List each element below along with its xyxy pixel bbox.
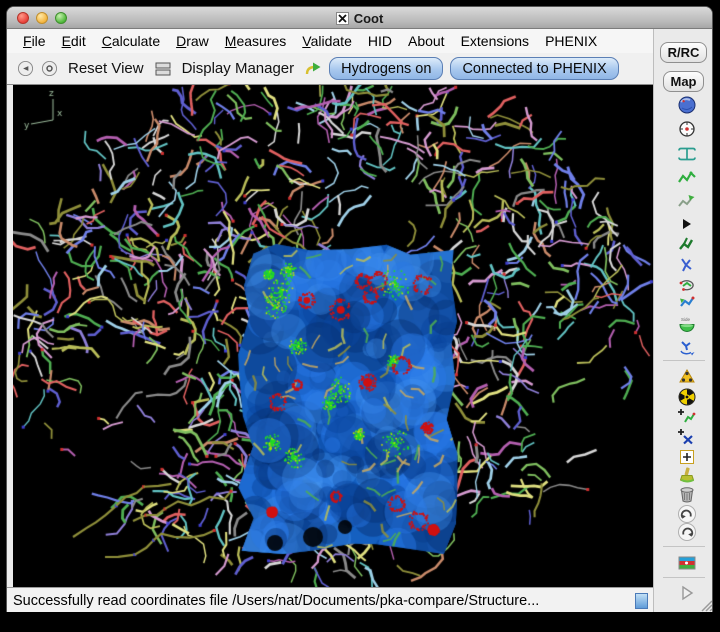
minimize-button[interactable] <box>36 12 48 24</box>
run-triangle-icon[interactable] <box>677 583 697 603</box>
side-chain-dome-icon[interactable]: Side <box>677 315 697 335</box>
zigzag-green-icon[interactable] <box>677 168 697 188</box>
undo-icon[interactable] <box>677 504 697 524</box>
menu-measures[interactable]: Measures <box>224 33 287 49</box>
back-circle-icon[interactable] <box>17 60 34 77</box>
sidebar-separator <box>663 360 705 361</box>
hydrogens-toggle-button[interactable]: Hydrogens on <box>329 57 444 80</box>
menu-phenix[interactable]: PHENIX <box>545 33 598 49</box>
rotate-molecule-icon[interactable] <box>677 275 697 295</box>
brush-icon[interactable] <box>677 466 697 486</box>
sidebar-separator <box>663 577 705 578</box>
menu-hid[interactable]: HID <box>367 33 392 49</box>
display-manager-button[interactable]: Display Manager <box>181 60 295 77</box>
zoom-button[interactable] <box>55 12 67 24</box>
sidebar-separator <box>663 546 705 547</box>
status-message: Successfully read coordinates file /User… <box>13 592 540 609</box>
small-triangle-icon[interactable] <box>677 214 697 234</box>
status-bar: Successfully read coordinates file /User… <box>7 587 653 612</box>
green-arrow-icon[interactable] <box>304 61 322 77</box>
side-toolbar: R/RC Map <box>653 29 713 612</box>
side-chain-label: Side <box>681 317 691 322</box>
add-atom-icon[interactable] <box>677 427 697 447</box>
chi-rotate-icon[interactable] <box>677 337 697 357</box>
title-bar[interactable]: Coot <box>7 7 712 29</box>
crosshair-icon[interactable] <box>677 119 697 139</box>
rrc-button[interactable]: R/RC <box>660 42 707 63</box>
redo-icon[interactable] <box>677 522 697 542</box>
menu-edit[interactable]: Edit <box>61 33 86 49</box>
add-residue-icon[interactable] <box>677 407 697 427</box>
clamp-icon[interactable] <box>677 144 697 164</box>
phenix-connection-button[interactable]: Connected to PHENIX <box>450 57 619 80</box>
menu-extensions[interactable]: Extensions <box>460 33 530 49</box>
viewport-canvas[interactable] <box>13 85 653 587</box>
record-circle-icon[interactable] <box>41 60 58 77</box>
menu-file[interactable]: File <box>23 33 46 49</box>
molecule-green-icon[interactable] <box>677 234 697 254</box>
ligand-flag-icon[interactable] <box>677 553 697 573</box>
menu-calculate[interactable]: Calculate <box>101 33 161 49</box>
reset-view-button[interactable]: Reset View <box>68 60 144 77</box>
resize-grip[interactable] <box>699 598 713 612</box>
radioactive-icon[interactable] <box>677 387 697 407</box>
molecular-viewport[interactable] <box>13 85 653 587</box>
window-title: Coot <box>353 10 384 26</box>
display-manager-icon[interactable] <box>154 60 172 78</box>
menu-draw[interactable]: Draw <box>176 33 209 49</box>
menu-about[interactable]: About <box>407 33 445 49</box>
status-progress-square <box>635 593 648 609</box>
close-button[interactable] <box>17 12 29 24</box>
globe-icon[interactable] <box>677 95 697 115</box>
autofit-molecule-icon[interactable] <box>677 293 697 313</box>
molecule-blue-icon[interactable] <box>677 255 697 275</box>
plus-box-icon[interactable] <box>677 447 697 467</box>
main-toolbar: Reset View Display Manager Hydrogens on … <box>7 53 712 85</box>
warning-atoms-icon[interactable] <box>677 367 697 387</box>
zigzag-arrow-icon[interactable] <box>677 191 697 211</box>
menu-validate[interactable]: Validate <box>302 33 352 49</box>
coot-window: Coot File Edit Calculate Draw Measures V… <box>6 6 713 612</box>
trash-icon[interactable] <box>677 485 697 505</box>
map-button[interactable]: Map <box>663 71 704 92</box>
menu-bar: File Edit Calculate Draw Measures Valida… <box>7 29 712 53</box>
x11-icon <box>335 11 349 25</box>
title-group: Coot <box>7 7 712 29</box>
